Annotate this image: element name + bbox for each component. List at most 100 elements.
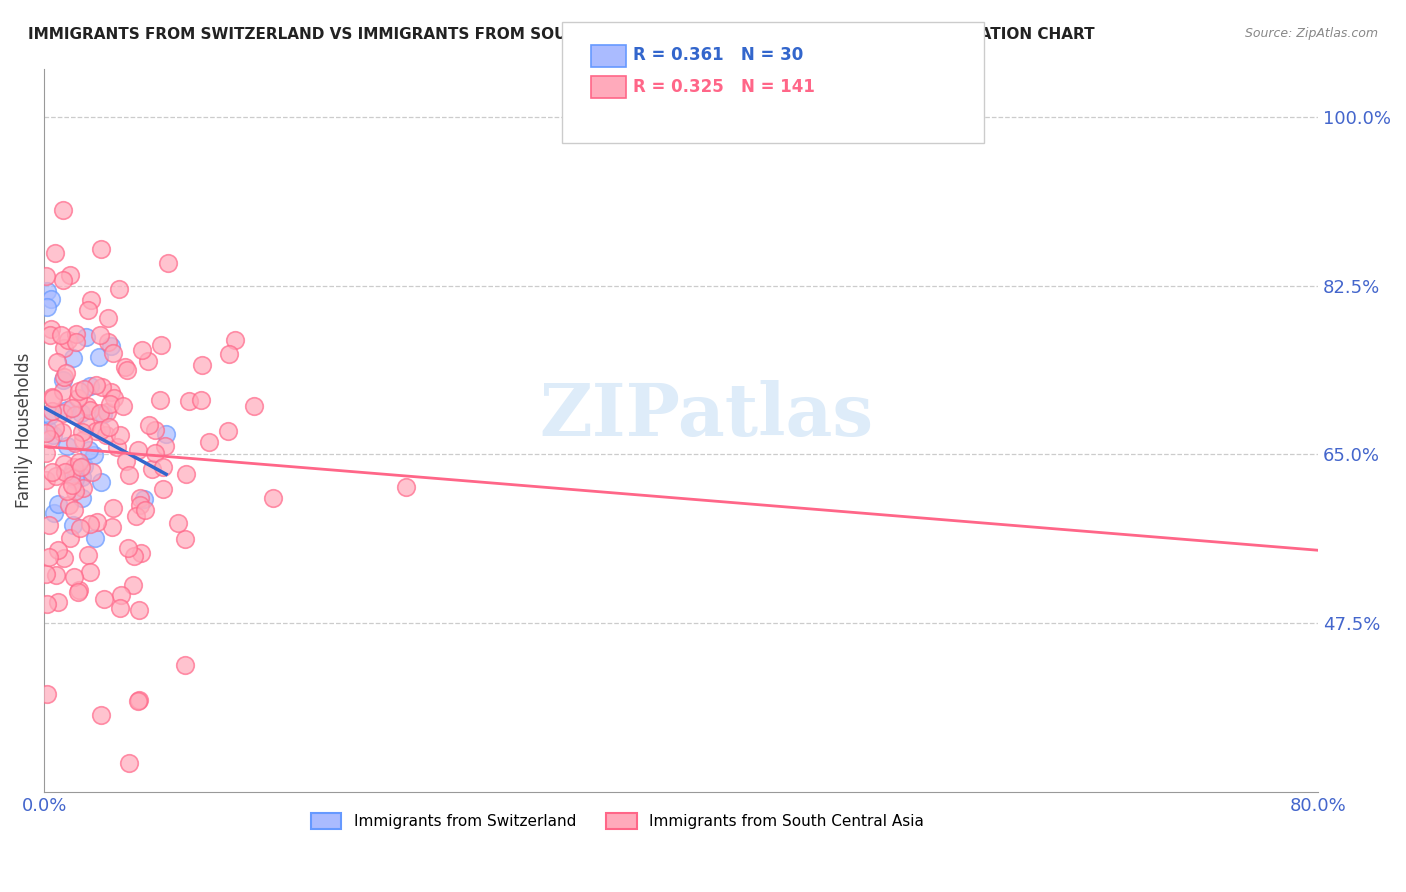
Immigrants from South Central Asia: [44, 246, 66, 260]
Immigrants from South Central Asia: [114, 359, 136, 374]
Immigrants from Switzerland: [87, 350, 110, 364]
Immigrants from South Central Asia: [70, 425, 93, 440]
Immigrants from South Central Asia: [38, 549, 60, 564]
Immigrants from South Central Asia: [46, 542, 69, 557]
Immigrants from South Central Asia: [91, 380, 114, 394]
Immigrants from South Central Asia: [136, 353, 159, 368]
Immigrants from South Central Asia: [55, 465, 77, 479]
Immigrants from South Central Asia: [63, 570, 86, 584]
Immigrants from South Central Asia: [45, 468, 67, 483]
Legend: Immigrants from Switzerland, Immigrants from South Central Asia: Immigrants from Switzerland, Immigrants …: [305, 806, 931, 835]
Immigrants from South Central Asia: [67, 455, 90, 469]
Immigrants from South Central Asia: [224, 333, 246, 347]
Immigrants from Switzerland: [132, 492, 155, 507]
Immigrants from South Central Asia: [63, 408, 86, 422]
Immigrants from Switzerland: [62, 351, 84, 366]
Text: IMMIGRANTS FROM SWITZERLAND VS IMMIGRANTS FROM SOUTH CENTRAL ASIA FAMILY HOUSEHO: IMMIGRANTS FROM SWITZERLAND VS IMMIGRANT…: [28, 27, 1095, 42]
Immigrants from South Central Asia: [52, 370, 75, 384]
Immigrants from South Central Asia: [63, 436, 86, 450]
Immigrants from Switzerland: [37, 301, 59, 315]
Text: Source: ZipAtlas.com: Source: ZipAtlas.com: [1244, 27, 1378, 40]
Immigrants from South Central Asia: [58, 498, 80, 512]
Immigrants from South Central Asia: [110, 588, 132, 602]
Immigrants from South Central Asia: [37, 597, 59, 611]
Immigrants from South Central Asia: [217, 424, 239, 438]
Immigrants from South Central Asia: [42, 392, 65, 406]
Immigrants from South Central Asia: [53, 551, 76, 566]
Immigrants from South Central Asia: [149, 392, 172, 407]
Immigrants from South Central Asia: [67, 384, 90, 398]
Immigrants from South Central Asia: [262, 491, 284, 505]
Immigrants from South Central Asia: [66, 391, 89, 405]
Immigrants from Switzerland: [37, 284, 59, 298]
Immigrants from South Central Asia: [45, 567, 67, 582]
Immigrants from Switzerland: [65, 471, 87, 485]
Immigrants from Switzerland: [70, 469, 93, 483]
Immigrants from Switzerland: [52, 373, 75, 387]
Immigrants from South Central Asia: [79, 517, 101, 532]
Immigrants from South Central Asia: [52, 406, 75, 420]
Immigrants from South Central Asia: [127, 693, 149, 707]
Immigrants from Switzerland: [72, 491, 94, 506]
Immigrants from South Central Asia: [145, 445, 167, 459]
Immigrants from South Central Asia: [101, 346, 124, 360]
Immigrants from Switzerland: [37, 423, 59, 437]
Immigrants from South Central Asia: [179, 393, 201, 408]
Immigrants from South Central Asia: [79, 565, 101, 579]
Immigrants from South Central Asia: [190, 392, 212, 407]
Immigrants from South Central Asia: [103, 391, 125, 405]
Immigrants from South Central Asia: [69, 521, 91, 535]
Immigrants from South Central Asia: [153, 439, 176, 453]
Immigrants from South Central Asia: [41, 465, 63, 479]
Immigrants from South Central Asia: [152, 460, 174, 475]
Immigrants from South Central Asia: [72, 433, 94, 447]
Immigrants from South Central Asia: [38, 327, 60, 342]
Immigrants from South Central Asia: [65, 335, 87, 350]
Immigrants from South Central Asia: [44, 420, 66, 434]
Immigrants from South Central Asia: [101, 519, 124, 533]
Immigrants from South Central Asia: [89, 406, 111, 420]
Immigrants from South Central Asia: [127, 443, 149, 458]
Immigrants from Switzerland: [62, 518, 84, 533]
Immigrants from South Central Asia: [55, 484, 77, 499]
Immigrants from Switzerland: [90, 475, 112, 489]
Immigrants from Switzerland: [79, 378, 101, 392]
Immigrants from South Central Asia: [89, 423, 111, 437]
Immigrants from South Central Asia: [121, 578, 143, 592]
Immigrants from Switzerland: [41, 293, 63, 307]
Immigrants from South Central Asia: [56, 333, 79, 347]
Immigrants from South Central Asia: [191, 359, 214, 373]
Immigrants from South Central Asia: [108, 282, 131, 296]
Immigrants from South Central Asia: [105, 440, 128, 454]
Immigrants from South Central Asia: [97, 419, 120, 434]
Immigrants from South Central Asia: [55, 367, 77, 381]
Immigrants from South Central Asia: [84, 424, 107, 438]
Immigrants from Switzerland: [60, 465, 83, 479]
Immigrants from South Central Asia: [75, 417, 97, 432]
Immigrants from South Central Asia: [65, 326, 87, 341]
Immigrants from Switzerland: [100, 338, 122, 352]
Immigrants from South Central Asia: [53, 457, 76, 471]
Immigrants from South Central Asia: [90, 242, 112, 256]
Text: ZIPatlas: ZIPatlas: [540, 380, 873, 451]
Immigrants from Switzerland: [39, 409, 62, 423]
Immigrants from South Central Asia: [35, 425, 58, 440]
Immigrants from Switzerland: [56, 439, 79, 453]
Immigrants from South Central Asia: [59, 268, 82, 282]
Immigrants from South Central Asia: [51, 327, 73, 342]
Immigrants from Switzerland: [44, 506, 66, 520]
Immigrants from South Central Asia: [149, 338, 172, 352]
Immigrants from South Central Asia: [76, 400, 98, 414]
Immigrants from South Central Asia: [89, 327, 111, 342]
Y-axis label: Family Households: Family Households: [15, 352, 32, 508]
Immigrants from South Central Asia: [111, 399, 134, 413]
Immigrants from South Central Asia: [174, 657, 197, 672]
Immigrants from South Central Asia: [128, 603, 150, 617]
Immigrants from South Central Asia: [93, 591, 115, 606]
Immigrants from South Central Asia: [38, 432, 60, 446]
Immigrants from South Central Asia: [70, 460, 93, 475]
Immigrants from South Central Asia: [122, 549, 145, 564]
Immigrants from Switzerland: [46, 497, 69, 511]
Immigrants from South Central Asia: [72, 382, 94, 396]
Immigrants from South Central Asia: [35, 269, 58, 284]
